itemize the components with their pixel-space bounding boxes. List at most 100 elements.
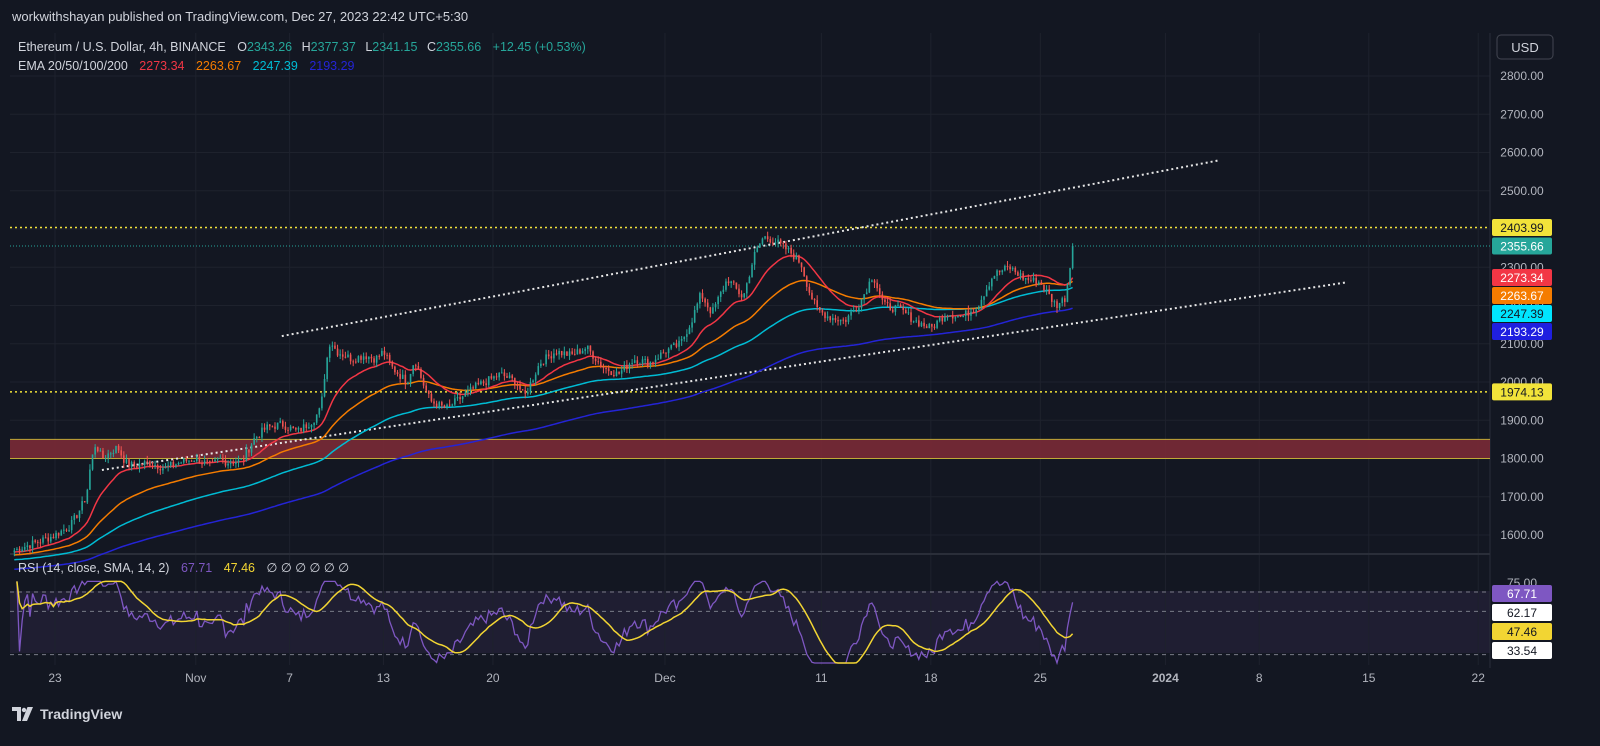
candle-body: [826, 316, 829, 319]
candle-body: [915, 320, 918, 322]
candle-body: [240, 458, 242, 460]
candle-body: [532, 380, 534, 383]
candle-body: [435, 403, 438, 408]
candle-body: [1043, 284, 1045, 291]
candle-body: [696, 303, 699, 310]
candle-body: [863, 294, 865, 300]
candle-body: [534, 374, 537, 381]
candle-body: [730, 281, 732, 284]
candle-body: [274, 426, 276, 429]
candle-body: [487, 376, 490, 386]
candle-body: [1061, 298, 1064, 303]
candle-body: [550, 356, 553, 359]
candle-body: [1050, 293, 1053, 302]
candle-body: [172, 461, 175, 467]
candle-body: [344, 356, 347, 358]
candle-body: [977, 306, 980, 310]
rsi-legend-extra: ∅ ∅ ∅ ∅ ∅ ∅: [266, 561, 349, 575]
candle-body: [305, 424, 308, 429]
candle-body: [597, 361, 600, 363]
candle-body: [149, 461, 151, 466]
candle-body: [891, 309, 894, 312]
candle-body: [769, 239, 772, 243]
candle-body: [618, 371, 620, 374]
candle-body: [409, 373, 412, 383]
chart-frame[interactable]: 1600.00 1700.00 1800.00 1900.00 2000.00 2100.…: [0, 30, 1600, 698]
candle-body: [795, 255, 798, 260]
rsi-tag-ma-text: 47.46: [1507, 625, 1537, 639]
legend-c-value: 2355.66: [436, 40, 481, 54]
currency-label[interactable]: USD: [1511, 40, 1538, 55]
candle-body: [44, 537, 47, 539]
candle-body: [772, 242, 774, 244]
rsi-tag-ma: 47.46: [1492, 623, 1552, 640]
candle-body: [852, 310, 855, 312]
candle-body: [248, 449, 250, 453]
currency-button[interactable]: USD: [1496, 34, 1554, 60]
candle-body: [195, 456, 198, 462]
candle-body: [96, 447, 99, 452]
candle-body: [57, 532, 60, 536]
candle-body: [373, 358, 375, 363]
candle-body: [477, 382, 480, 385]
candle-body: [117, 445, 120, 451]
candle-body: [566, 351, 568, 356]
candle-body: [845, 319, 847, 322]
candle-body: [495, 376, 498, 378]
candle-body: [130, 462, 133, 467]
price-pane[interactable]: [10, 33, 1490, 553]
candle-body: [790, 247, 792, 254]
candle-body: [910, 312, 912, 322]
tradingview-logo-text: TradingView: [40, 706, 123, 722]
candle-body: [141, 463, 143, 465]
candle-body: [375, 355, 378, 363]
candle-body: [967, 310, 970, 316]
candle-body: [954, 317, 957, 319]
candle-body: [839, 319, 842, 322]
candle-body: [237, 459, 240, 463]
candle-body: [991, 278, 993, 287]
candle-body: [540, 363, 542, 367]
time-axis[interactable]: 23 Nov 7 13 20 Dec 11 18 25 2024 8 15 22: [48, 671, 1485, 685]
candle-body: [600, 361, 602, 367]
candle-body: [485, 383, 487, 386]
candle-body: [693, 309, 696, 323]
candle-body: [1017, 272, 1019, 276]
candle-body: [688, 327, 691, 335]
candle-body: [746, 283, 748, 294]
candle-body: [193, 461, 196, 463]
candle-body: [438, 402, 441, 408]
tradingview-logo[interactable]: TradingView: [12, 706, 122, 722]
candle-body: [370, 356, 373, 359]
candle-body: [154, 465, 156, 467]
candle-body: [907, 312, 910, 314]
candle-body: [1056, 301, 1058, 308]
svg-text:Ethereum / U.S. Dollar, 4h, BI: Ethereum / U.S. Dollar, 4h, BINANCE O234…: [18, 40, 586, 54]
candle-body: [21, 549, 23, 552]
tag-ema200: 2193.29: [1492, 322, 1552, 340]
candlestick-series[interactable]: [13, 231, 1074, 557]
channel-upper-line[interactable]: [281, 159, 1221, 338]
candle-body: [1040, 282, 1043, 285]
candle-body: [858, 307, 860, 311]
candle-body: [104, 458, 107, 460]
candle-body: [905, 309, 907, 314]
chart-svg[interactable]: 1600.001700.001800.001900.002000.002100.…: [0, 30, 1600, 698]
candle-body: [433, 401, 435, 404]
candle-body: [524, 390, 527, 394]
candle-body: [946, 316, 949, 318]
time-tick-label: Nov: [185, 671, 206, 685]
candle-body: [102, 450, 104, 459]
candle-body: [214, 459, 216, 462]
candle-body: [743, 293, 746, 298]
candle-body: [568, 351, 571, 356]
candle-body: [641, 359, 644, 364]
candle-body: [441, 402, 443, 406]
rsi-level-lines: [10, 591, 1490, 656]
candle-body: [381, 350, 383, 356]
candle-body: [328, 346, 331, 358]
candle-body: [594, 358, 597, 362]
candle-body: [626, 364, 628, 370]
candle-body: [902, 307, 905, 310]
candle-body: [925, 326, 928, 329]
